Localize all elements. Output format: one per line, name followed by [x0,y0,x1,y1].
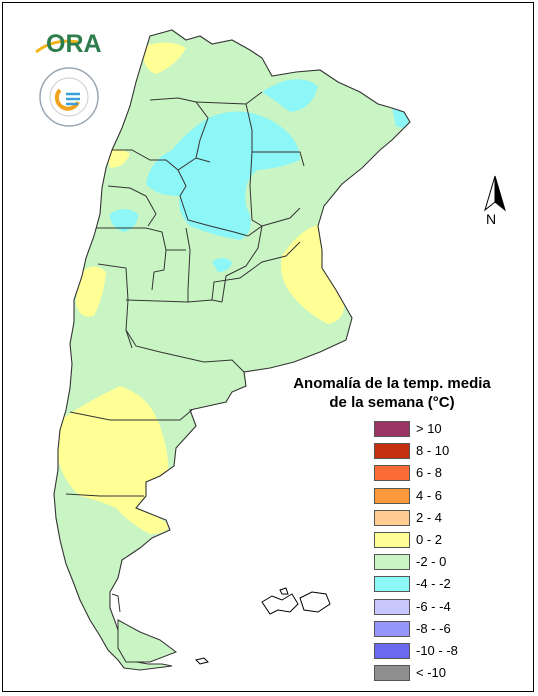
smn-logo [38,66,100,128]
north-arrow-icon [484,175,506,212]
legend-item: -4 - -2 [374,573,514,595]
legend-title-line1: Anomalía de la temp. media [293,375,491,392]
legend-title-line2: de la semana (°C) [329,394,455,411]
warm-zone-north [143,42,186,74]
legend-label: -6 - -4 [416,598,451,614]
tierra-del-fuego [117,619,178,663]
warm-zone-patagonia [58,386,170,534]
legend-swatch [374,598,410,615]
legend-label: > 10 [416,421,442,436]
cool-zone-west [110,209,138,232]
north-arrow: N [480,174,510,230]
legend-label: 6 - 8 [416,465,443,481]
legend: > 10 8 - 10 6 - 8 4 - 6 2 - 4 0 - 2 -2 - 0 -4 -… [374,418,514,684]
legend-label: 8 - 10 [416,443,450,459]
cool-zone-center-north [146,111,300,240]
legend-item: 2 - 4 [374,507,514,529]
ora-logo: ORA [34,30,104,60]
legend-item: > 10 [374,418,514,440]
legend-swatch [374,509,410,526]
legend-swatch [374,443,410,460]
cool-zone-small [212,258,232,272]
warm-zone-cuyo [76,266,106,317]
legend-label: -4 - -2 [416,576,451,592]
legend-swatch [374,576,410,593]
legend-label: 2 - 4 [416,509,443,525]
legend-item: 6 - 8 [374,462,514,484]
legend-item: 4 - 6 [374,485,514,507]
north-label: N [486,211,497,227]
ora-swoosh-icon [35,39,79,54]
legend-item: 0 - 2 [374,529,514,551]
cool-zone-northeast [262,79,318,112]
legend-swatch [374,465,410,482]
legend-item: -6 - -4 [374,596,514,618]
legend-title: Anomalía de la temp. media de la semana … [290,374,494,412]
legend-item: 8 - 10 [374,440,514,462]
legend-swatch [374,421,410,437]
isla-de-los-estados [195,657,209,665]
legend-swatch [374,620,410,637]
legend-swatch [374,554,410,571]
ora-logo-text: ORA [46,30,102,58]
legend-item: < -10 [374,662,514,684]
legend-label: 0 - 2 [416,531,443,547]
legend-label: -2 - 0 [416,554,447,570]
warm-zone-buenos-aires [280,224,345,324]
legend-item: -2 - 0 [374,551,514,573]
legend-swatch [374,531,410,548]
smn-seal-icon [39,67,99,127]
warm-zone-northwest [106,148,130,168]
province-borders [65,91,305,613]
legend-label: -8 - -6 [416,620,451,636]
legend-swatch [374,665,410,682]
legend-item: -8 - -6 [374,618,514,640]
legend-label: -10 - -8 [416,642,458,658]
legend-item: -10 - -8 [374,640,514,662]
legend-label: 4 - 6 [416,487,443,503]
malvinas-islands [261,587,331,615]
legend-swatch [374,642,410,659]
legend-label: < -10 [416,665,446,681]
legend-swatch [374,487,410,504]
